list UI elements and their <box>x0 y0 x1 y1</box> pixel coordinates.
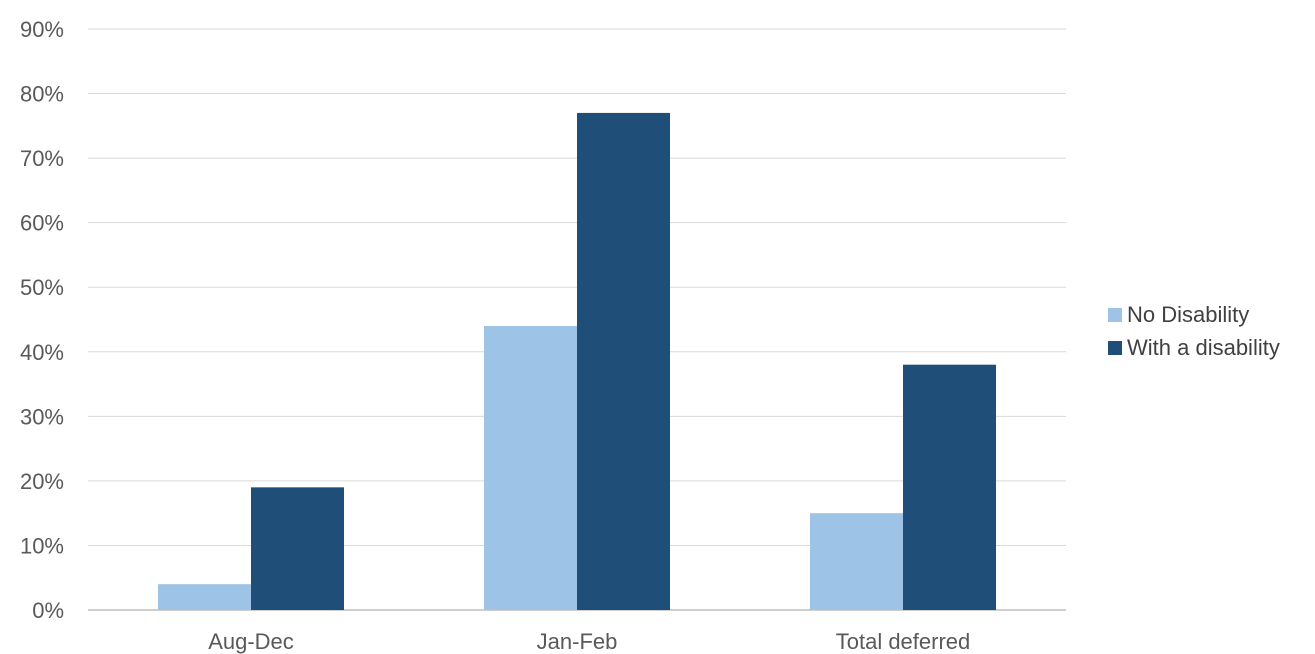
x-tick-label: Jan-Feb <box>537 629 618 654</box>
x-tick-label: Total deferred <box>836 629 971 654</box>
bars <box>158 112 996 610</box>
legend: No Disability With a disability <box>1108 298 1280 364</box>
bar-no-disability-jan-feb <box>484 325 577 610</box>
bar-with-a-disability-jan-feb <box>577 112 670 610</box>
y-tick-label: 0% <box>32 598 64 623</box>
y-tick-label: 90% <box>20 17 64 42</box>
legend-item-with-a-disability: With a disability <box>1108 331 1280 364</box>
y-tick-label: 70% <box>20 146 64 171</box>
y-tick-label: 50% <box>20 275 64 300</box>
bar-no-disability-total-deferred <box>810 513 903 610</box>
bar-with-a-disability-total-deferred <box>903 364 996 610</box>
y-tick-label: 40% <box>20 340 64 365</box>
y-axis-ticks: 0% 10% 20% 30% 40% 50% 60% 70% 80% 90% <box>20 17 64 623</box>
legend-label-with-a-disability: With a disability <box>1127 334 1280 360</box>
x-tick-label: Aug-Dec <box>208 629 294 654</box>
legend-item-no-disability: No Disability <box>1108 298 1280 331</box>
bar-no-disability-aug-dec <box>158 584 251 610</box>
legend-label-no-disability: No Disability <box>1127 301 1250 327</box>
y-tick-label: 60% <box>20 211 64 236</box>
y-tick-label: 10% <box>20 533 64 558</box>
bar-with-a-disability-aug-dec <box>251 487 344 610</box>
y-tick-label: 80% <box>20 82 64 107</box>
legend-swatch-no-disability <box>1108 307 1122 322</box>
x-axis-ticks: Aug-Dec Jan-Feb Total deferred <box>208 629 970 654</box>
y-tick-label: 20% <box>20 469 64 494</box>
legend-swatch-with-a-disability <box>1108 340 1122 355</box>
y-tick-label: 30% <box>20 404 64 429</box>
